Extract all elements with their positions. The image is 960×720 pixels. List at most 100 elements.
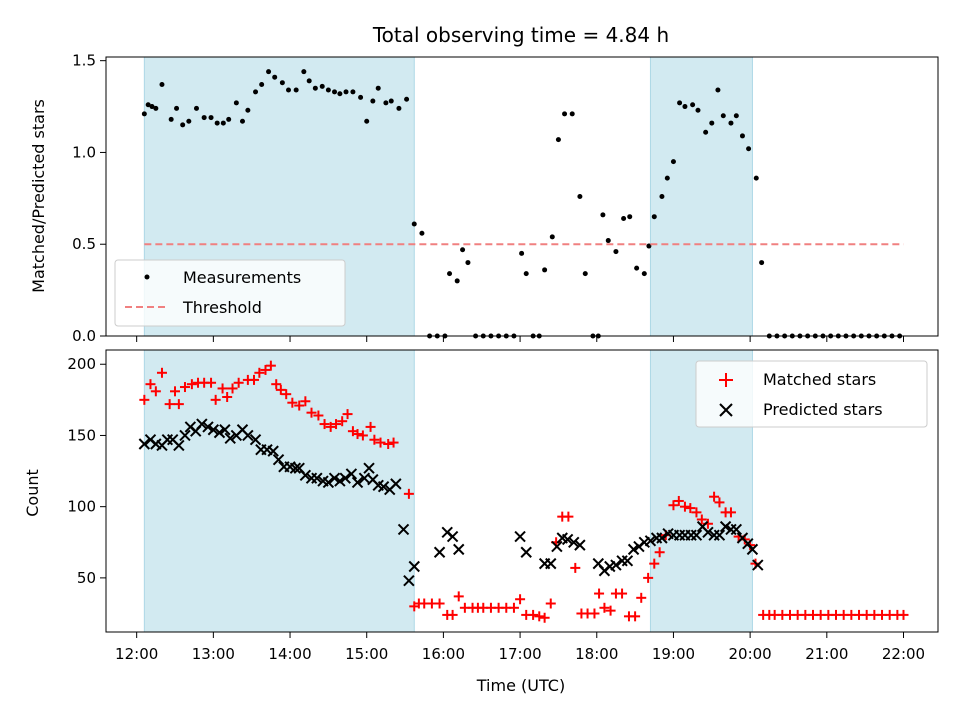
measurement-point (733, 113, 739, 119)
matched-point (342, 409, 353, 420)
measurement-point (388, 98, 394, 104)
matched-point (300, 396, 311, 407)
predicted-point (568, 536, 580, 548)
matched-point (260, 364, 271, 375)
measurement-point (259, 82, 265, 88)
matched-point (630, 611, 641, 622)
matched-point (685, 503, 696, 514)
matched-point (325, 421, 336, 432)
matched-point (210, 394, 221, 405)
measurement-point (358, 94, 364, 100)
matched-point (206, 377, 217, 388)
predicted-point (453, 543, 465, 556)
y-tick-label: 150 (67, 426, 96, 444)
measurement-point (266, 69, 272, 75)
x-tick-label: 14:00 (268, 645, 311, 663)
measurement-point (465, 260, 471, 266)
x-tick-label: 19:00 (652, 645, 695, 663)
predicted-point (752, 559, 764, 571)
y-tick-label: 0.5 (72, 235, 96, 253)
x-tick-label: 12:00 (115, 645, 158, 663)
measurement-point (343, 89, 349, 95)
predicted-point (561, 533, 574, 546)
measurement-point (149, 104, 155, 110)
measurement-point (621, 216, 627, 222)
matched-point (545, 598, 556, 609)
measurement-point (350, 89, 356, 95)
measurement-point (396, 105, 402, 111)
matched-point (145, 379, 156, 390)
predicted-point (408, 560, 420, 573)
measurement-point (375, 85, 381, 91)
top-panel: 0.0 0.5 1.0 1.5 Matched/Predicted stars Mea… (29, 52, 939, 345)
legend-threshold-label: Threshold (182, 298, 262, 317)
matched-point (139, 394, 150, 405)
matched-point (365, 421, 376, 432)
matched-point (150, 386, 161, 397)
measurement-point (364, 118, 370, 124)
predicted-point (390, 478, 402, 490)
predicted-point (574, 539, 586, 551)
predicted-point (249, 434, 262, 446)
predicted-point (196, 418, 208, 430)
measurement-point (253, 89, 259, 95)
matched-point (528, 609, 539, 620)
matched-point (313, 410, 324, 421)
predicted-point (311, 472, 323, 484)
measurement-point (646, 243, 652, 249)
matched-point (434, 598, 445, 609)
measurement-point (739, 133, 745, 139)
matched-point (233, 377, 244, 388)
matched-point (691, 507, 702, 518)
predicted-point (339, 472, 351, 484)
matched-point (173, 399, 184, 410)
matched-point (170, 386, 181, 397)
matched-point (319, 419, 330, 430)
matched-point (563, 511, 574, 522)
matched-point (668, 500, 679, 511)
predicted-point (610, 559, 622, 571)
predicted-point (730, 523, 743, 536)
predicted-point (627, 543, 640, 556)
x-axis-label: Time (UTC) (476, 676, 565, 695)
predicted-point (621, 555, 634, 567)
matched-point (179, 382, 190, 393)
matched-point (352, 429, 363, 440)
matched-point (447, 609, 458, 620)
measurement-point (670, 159, 676, 165)
measurement-point (651, 214, 657, 220)
predicted-point (514, 530, 526, 543)
predicted-point (219, 424, 231, 436)
measurement-point (555, 137, 561, 143)
matched-point (294, 400, 305, 411)
matched-point (709, 491, 720, 502)
matched-point (679, 501, 690, 512)
matched-point (227, 383, 238, 394)
predicted-point (520, 546, 532, 558)
matched-point (265, 360, 276, 371)
matched-point (369, 434, 380, 445)
predicted-point (272, 453, 285, 466)
measurement-point (279, 80, 285, 86)
matched-point (248, 374, 259, 385)
matched-point (617, 588, 628, 599)
x-tick-label: 16:00 (422, 645, 465, 663)
predicted-point (173, 439, 185, 452)
predicted-point (746, 543, 759, 556)
measurement-point (709, 120, 715, 126)
predicted-point (656, 532, 668, 544)
measurement-point (460, 247, 466, 253)
measurement-point (201, 115, 207, 121)
measurement-point (641, 271, 647, 277)
measurement-point (370, 98, 376, 104)
predicted-point (446, 530, 459, 543)
predicted-point (690, 529, 703, 541)
measurement-point (613, 249, 619, 255)
matched-point (375, 437, 386, 448)
measurement-point (220, 120, 226, 126)
measurement-point (703, 129, 709, 135)
x-tick-label: 13:00 (192, 645, 235, 663)
measurement-point (153, 105, 159, 111)
measurement-point (186, 118, 192, 124)
y-tick-label: 1.0 (72, 143, 96, 161)
